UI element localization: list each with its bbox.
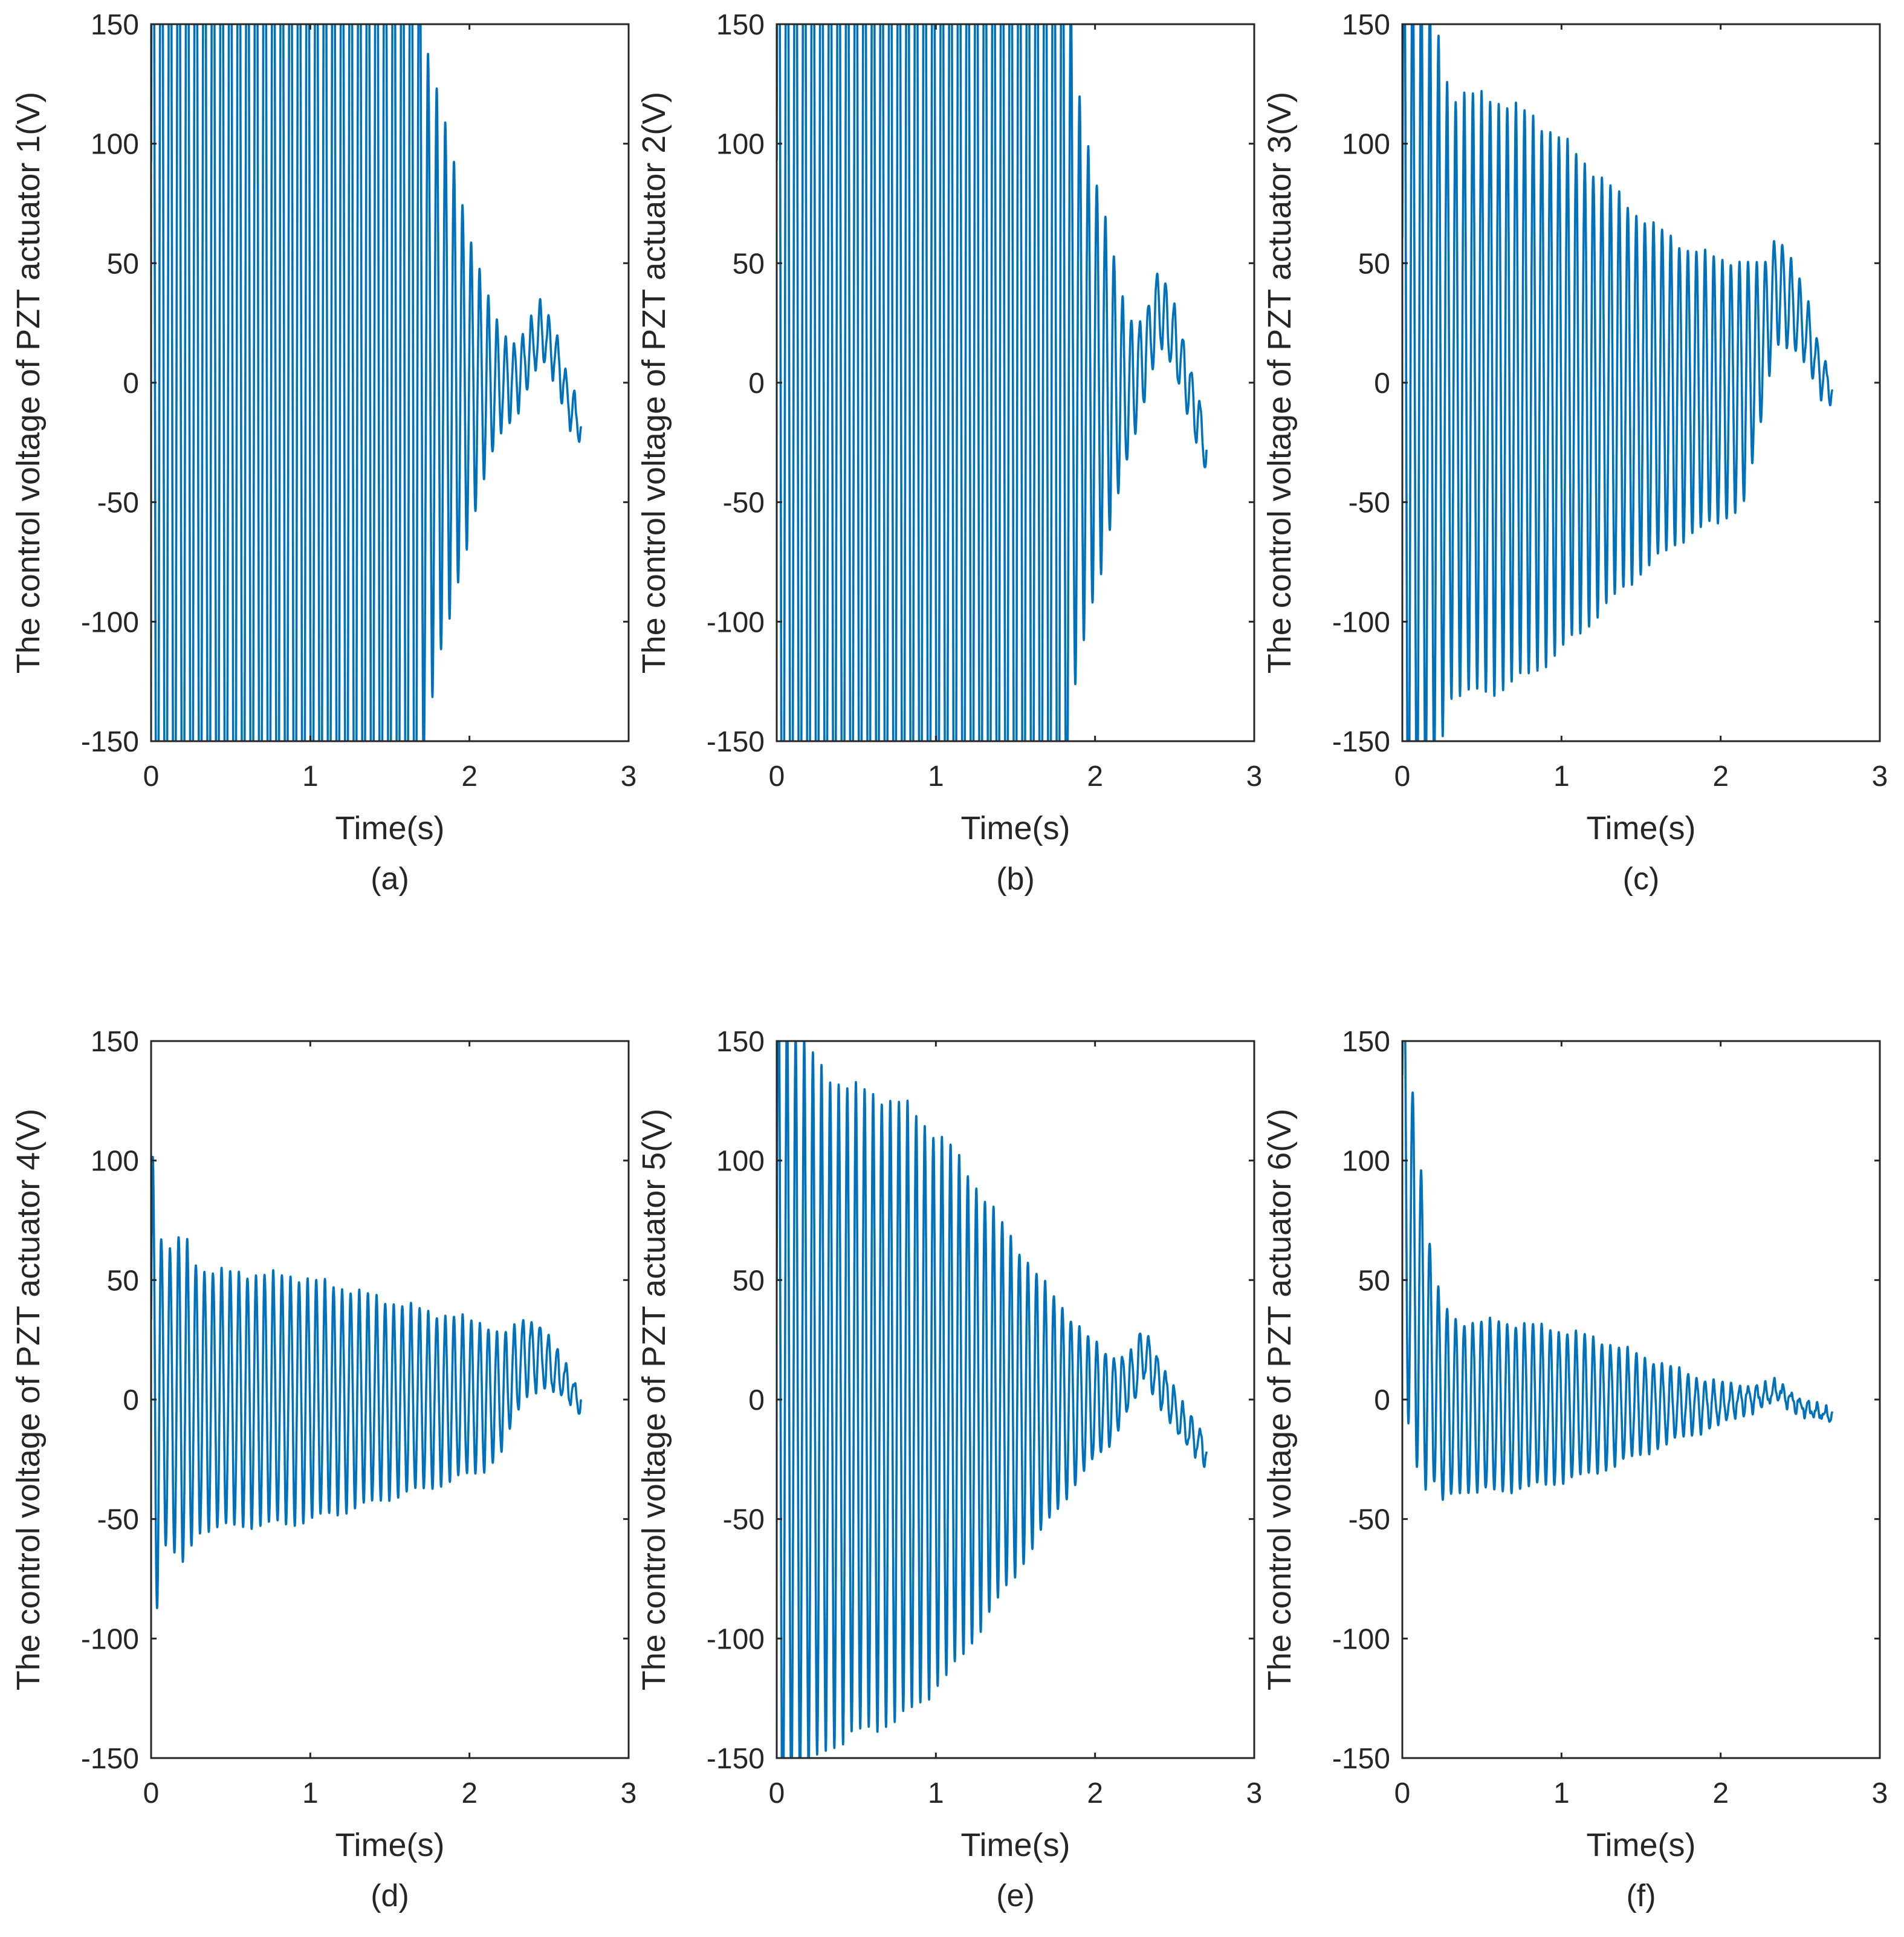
y-tick-label-b: -150 — [707, 726, 765, 758]
y-tick-label-e: -100 — [707, 1623, 765, 1655]
y-tick-label-a: 0 — [123, 368, 139, 400]
y-axis-label-a: The control voltage of PZT actuator 1(V) — [10, 92, 47, 673]
data-line-f-0 — [1402, 1041, 1833, 1501]
y-tick-label-b: -100 — [707, 606, 765, 638]
chart-panel-e: -150 -100 -50 0 50 100 150 0 1 2 3 Time(s) The contr… — [636, 1026, 1263, 1913]
x-tick-label-b: 1 — [928, 761, 944, 793]
x-tick-label-f: 3 — [1872, 1777, 1888, 1809]
x-tick-label-d: 3 — [621, 1777, 637, 1809]
panel-caption-c: (c) — [1623, 861, 1660, 897]
y-tick-label-c: 50 — [1358, 248, 1390, 280]
y-tick-label-f: 50 — [1358, 1265, 1390, 1297]
x-tick-label-a: 3 — [621, 761, 637, 793]
panel-caption-e: (e) — [996, 1878, 1035, 1913]
y-tick-label-c: -150 — [1332, 726, 1390, 758]
x-tick-label-d: 1 — [302, 1777, 319, 1809]
y-tick-label-e: -150 — [707, 1743, 765, 1775]
y-tick-label-b: 100 — [716, 129, 765, 161]
y-tick-label-f: -50 — [1349, 1504, 1390, 1536]
y-tick-label-d: 50 — [107, 1265, 139, 1297]
y-axis-label-c: The control voltage of PZT actuator 3(V) — [1261, 92, 1298, 673]
y-tick-label-a: 100 — [91, 129, 139, 161]
data-line-a-0 — [151, 24, 582, 741]
y-tick-label-b: 0 — [748, 368, 765, 400]
y-tick-label-e: 100 — [716, 1146, 765, 1178]
data-line-c-0 — [1402, 24, 1833, 741]
y-tick-label-c: 100 — [1342, 129, 1390, 161]
y-tick-label-d: -100 — [81, 1623, 139, 1655]
data-line-e-0 — [777, 1041, 1208, 1758]
y-axis-label-f: The control voltage of PZT actuator 6(V) — [1261, 1109, 1298, 1690]
y-tick-label-d: 150 — [91, 1026, 139, 1058]
x-axis-label-c: Time(s) — [1587, 810, 1696, 846]
panel-caption-a: (a) — [371, 861, 409, 897]
y-tick-label-c: 0 — [1374, 368, 1390, 400]
x-tick-label-a: 2 — [461, 761, 478, 793]
x-tick-label-c: 1 — [1553, 761, 1570, 793]
y-tick-label-d: 100 — [91, 1146, 139, 1178]
x-tick-label-b: 3 — [1246, 761, 1263, 793]
y-tick-label-d: -150 — [81, 1743, 139, 1775]
x-axis-label-b: Time(s) — [961, 810, 1070, 846]
x-tick-label-e: 3 — [1246, 1777, 1263, 1809]
y-tick-label-e: 50 — [733, 1265, 765, 1297]
x-tick-label-f: 0 — [1394, 1777, 1411, 1809]
x-axis-label-e: Time(s) — [961, 1827, 1070, 1863]
y-tick-label-d: 0 — [123, 1384, 139, 1416]
x-tick-label-f: 2 — [1712, 1777, 1729, 1809]
y-tick-label-c: 150 — [1342, 9, 1390, 41]
y-tick-label-f: 150 — [1342, 1026, 1390, 1058]
data-line-b-0 — [777, 24, 1208, 741]
panel-caption-f: (f) — [1626, 1878, 1656, 1913]
y-tick-label-a: -100 — [81, 606, 139, 638]
chart-panel-c: -150 -100 -50 0 50 100 150 0 1 2 3 Time(s) The contr… — [1261, 9, 1888, 897]
x-tick-label-b: 2 — [1087, 761, 1103, 793]
x-tick-label-c: 3 — [1872, 761, 1888, 793]
x-tick-label-d: 2 — [461, 1777, 478, 1809]
y-tick-label-a: 50 — [107, 248, 139, 280]
x-tick-label-f: 1 — [1553, 1777, 1570, 1809]
y-tick-label-b: -50 — [723, 487, 765, 519]
y-axis-label-b: The control voltage of PZT actuator 2(V) — [636, 92, 672, 673]
x-tick-label-b: 0 — [769, 761, 785, 793]
x-tick-label-a: 0 — [143, 761, 160, 793]
y-tick-label-a: 150 — [91, 9, 139, 41]
y-tick-label-e: -50 — [723, 1504, 765, 1536]
x-tick-label-e: 0 — [769, 1777, 785, 1809]
x-tick-label-e: 1 — [928, 1777, 944, 1809]
y-tick-label-a: -150 — [81, 726, 139, 758]
y-tick-label-e: 0 — [748, 1384, 765, 1416]
data-line-d-0 — [151, 1155, 582, 1609]
x-tick-label-d: 0 — [143, 1777, 160, 1809]
x-axis-label-f: Time(s) — [1587, 1827, 1696, 1863]
y-axis-label-d: The control voltage of PZT actuator 4(V) — [10, 1109, 47, 1690]
panel-caption-d: (d) — [371, 1878, 409, 1913]
y-tick-label-c: -100 — [1332, 606, 1390, 638]
y-axis-label-e: The control voltage of PZT actuator 5(V) — [636, 1109, 672, 1690]
x-axis-label-d: Time(s) — [335, 1827, 445, 1863]
chart-panel-f: -150 -100 -50 0 50 100 150 0 1 2 3 Time(s) The contr… — [1261, 1026, 1888, 1913]
y-tick-label-f: 100 — [1342, 1146, 1390, 1178]
y-tick-label-f: -100 — [1332, 1623, 1390, 1655]
y-tick-label-a: -50 — [97, 487, 139, 519]
y-tick-label-f: -150 — [1332, 1743, 1390, 1775]
x-tick-label-a: 1 — [302, 761, 319, 793]
y-tick-label-d: -50 — [97, 1504, 139, 1536]
chart-panel-d: -150 -100 -50 0 50 100 150 0 1 2 3 Time(s) The contr… — [10, 1026, 636, 1913]
y-tick-label-f: 0 — [1374, 1384, 1390, 1416]
y-tick-label-e: 150 — [716, 1026, 765, 1058]
y-tick-label-c: -50 — [1349, 487, 1390, 519]
panel-caption-b: (b) — [996, 861, 1035, 897]
chart-panel-b: -150 -100 -50 0 50 100 150 0 1 2 3 Time(s) The contr… — [636, 9, 1263, 897]
x-tick-label-e: 2 — [1087, 1777, 1103, 1809]
x-tick-label-c: 2 — [1712, 761, 1729, 793]
y-tick-label-b: 150 — [716, 9, 765, 41]
x-tick-label-c: 0 — [1394, 761, 1411, 793]
y-tick-label-b: 50 — [733, 248, 765, 280]
x-axis-label-a: Time(s) — [335, 810, 445, 846]
chart-panel-a: -150 -100 -50 0 50 100 150 0 1 2 3 Time(s) The contr… — [10, 9, 637, 897]
